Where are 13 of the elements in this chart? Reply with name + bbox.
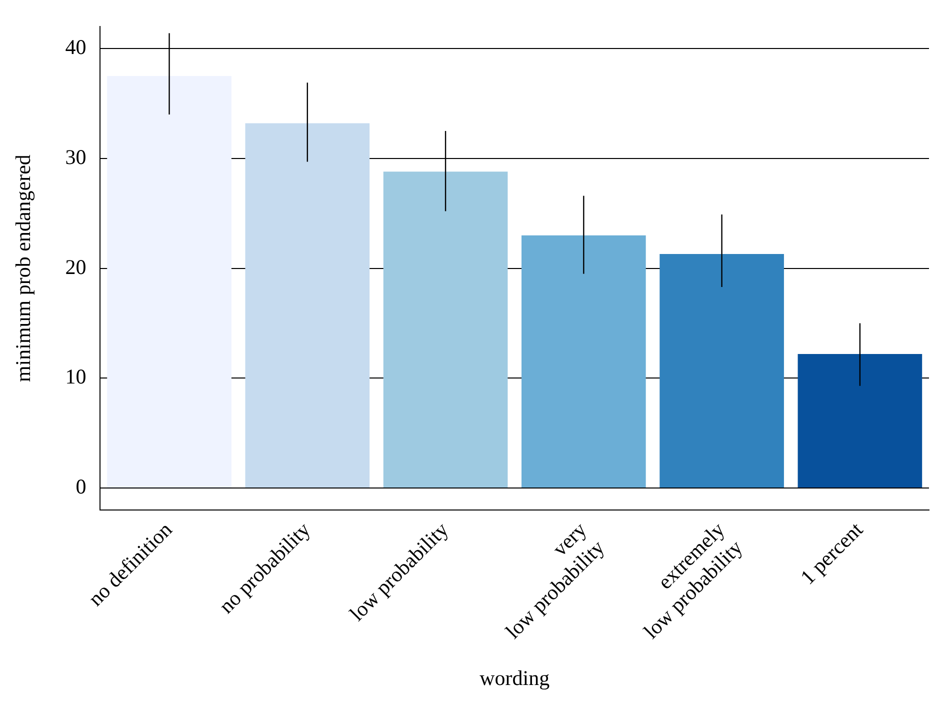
y-tick-label: 20 <box>65 254 86 279</box>
bar <box>660 254 784 488</box>
bar <box>522 235 646 488</box>
y-tick-label: 40 <box>65 35 86 60</box>
y-axis-title: minimum prob endangered <box>11 154 36 382</box>
bar <box>383 172 508 488</box>
bar <box>107 76 232 488</box>
bar <box>798 354 922 488</box>
x-axis-title: wording <box>480 666 550 690</box>
bar <box>245 123 370 488</box>
y-tick-label: 0 <box>76 474 86 499</box>
y-tick-label: 30 <box>65 144 86 169</box>
y-tick-label: 10 <box>65 364 86 389</box>
